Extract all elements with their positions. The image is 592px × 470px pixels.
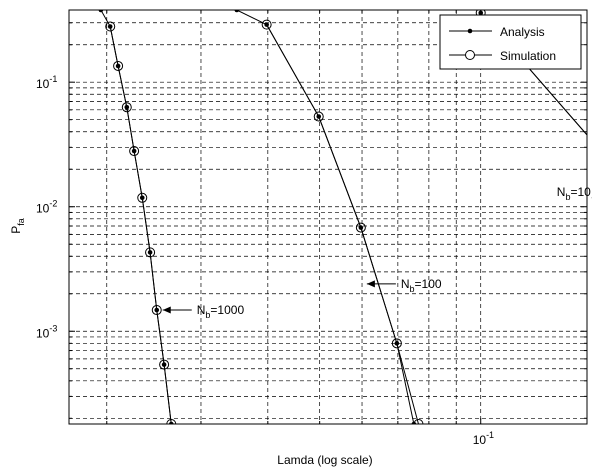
analysis-point (124, 104, 130, 110)
annotation-label: Nb=10 (557, 185, 591, 202)
annotation-arrowhead (162, 306, 171, 314)
annotation-label: Nb=1000 (197, 303, 245, 320)
analysis-point (358, 225, 364, 230)
legend-marker-dot (467, 28, 473, 34)
analysis-point (115, 63, 121, 69)
analysis-point (394, 341, 400, 346)
annotation: Nb=1000 (162, 303, 245, 320)
plot-frame (68, 9, 588, 425)
simulation-point (145, 247, 156, 258)
series-line (480, 12, 587, 136)
legend: Analysis Simulation (439, 14, 582, 70)
y-axis-label-main: P (9, 226, 23, 234)
y-axis-title: Pfa (9, 218, 26, 234)
analysis-point (161, 362, 167, 367)
plot-area: Nb=1000 Nb=100 Nb=10 (68, 9, 592, 425)
legend-label-simulation: Simulation (500, 49, 556, 63)
analysis-point (316, 114, 322, 119)
simulation-point (391, 338, 402, 349)
grid (69, 10, 587, 424)
simulation-point (355, 222, 366, 233)
annotation: Nb=100 (366, 277, 442, 294)
x-axis-label: Lamda (log scale) (277, 453, 372, 467)
simulation-point (151, 305, 162, 316)
annotation-label: Nb=100 (401, 277, 442, 294)
annotation-arrowhead (366, 280, 375, 288)
y-axis-label: Pfa (9, 218, 26, 234)
y-tick-label: 10-2 (36, 199, 57, 216)
annotation: Nb=10 (557, 185, 592, 202)
simulation-point (313, 111, 324, 122)
simulation-point (261, 19, 272, 30)
simulation-point (159, 359, 170, 370)
analysis-point (234, 10, 240, 13)
analysis-point (107, 24, 113, 29)
legend-marker-circle (465, 50, 475, 60)
analysis-point (264, 22, 269, 27)
x-tick-label: 10-1 (473, 430, 494, 447)
analysis-point (147, 250, 153, 255)
y-axis-label-sub: fa (16, 218, 26, 226)
simulation-point (129, 146, 140, 157)
plot-background (69, 10, 587, 424)
simulation-point (105, 21, 116, 32)
simulation-point (121, 102, 132, 113)
y-tick-label: 10-3 (36, 323, 57, 340)
analysis-point (131, 148, 137, 154)
analysis-point (98, 10, 104, 13)
x-axis-title: Lamda (log scale) (277, 453, 372, 467)
legend-box (439, 14, 582, 70)
simulation-point (113, 60, 124, 71)
legend-label-analysis: Analysis (500, 25, 545, 39)
annotations: Nb=1000 Nb=100 Nb=10 (162, 185, 592, 320)
series-markers (98, 10, 486, 424)
analysis-point (139, 195, 145, 201)
simulation-point (137, 192, 148, 203)
analysis-point (168, 421, 174, 424)
simulation-point (413, 419, 424, 424)
simulation-point (166, 419, 177, 424)
analysis-point (154, 307, 160, 313)
y-tick-label: 10-1 (36, 74, 57, 91)
axis-ticks (69, 10, 587, 424)
